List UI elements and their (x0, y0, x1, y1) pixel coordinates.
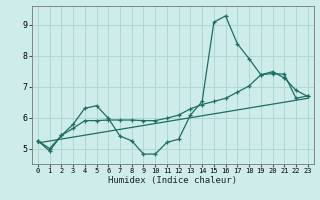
X-axis label: Humidex (Indice chaleur): Humidex (Indice chaleur) (108, 176, 237, 185)
